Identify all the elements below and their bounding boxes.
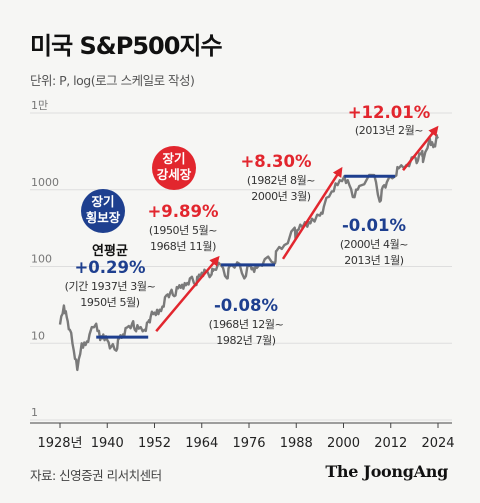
x-tick-label: 2024	[421, 436, 454, 451]
period5-rate: -0.01%	[342, 216, 407, 235]
bull-trend-arrow	[155, 255, 220, 332]
bull-trend-arrow	[402, 125, 439, 172]
trend-markers	[96, 125, 439, 339]
period3-note-line1: (1968년 12월~	[209, 318, 284, 331]
y-tick-label: 100	[31, 253, 52, 266]
period4-rate: +8.30%	[240, 152, 312, 171]
bull-badge-circle	[152, 146, 196, 190]
axis-ticks: 1 10 100 1000 1만 1928년 1940 1952 1964 1976 1988 200…	[31, 99, 455, 451]
period1-note-line2: 1950년 5월)	[80, 296, 140, 309]
x-tick-label: 1952	[138, 436, 171, 451]
period1-note-line1: (기간 1937년 3월~	[65, 280, 156, 293]
brand-logo: The JoongAng	[325, 462, 448, 481]
bull-trend-arrow	[281, 166, 343, 260]
bear-badge-line2: 횡보장	[86, 210, 121, 225]
bear-badge-line1: 장기	[91, 194, 114, 209]
period2-note-line2: 1968년 11월)	[150, 240, 216, 253]
unit-note: 단위: P, log(로그 스케일로 작성)	[30, 73, 195, 88]
x-tick-label: 2000	[327, 436, 360, 451]
x-tick-label: 1988	[280, 436, 313, 451]
x-tick-label: 1940	[91, 436, 124, 451]
y-tick-label: 10	[31, 329, 45, 342]
period3-rate: -0.08%	[214, 296, 279, 315]
period6-rate: +12.01%	[348, 103, 431, 122]
period1-rate: +0.29%	[74, 258, 146, 277]
x-tick-label: 2012	[374, 436, 407, 451]
period2-rate: +9.89%	[147, 202, 219, 221]
y-tick-label: 1000	[31, 176, 59, 189]
avg-label: 연평균	[92, 243, 128, 259]
y-tick-label: 1	[31, 406, 38, 419]
period3-note-line2: 1982년 7월)	[216, 334, 276, 347]
x-tick-label: 1964	[185, 436, 218, 451]
bull-badge-line1: 장기	[162, 151, 185, 166]
period4-note-line1: (1982년 8월~	[247, 174, 315, 187]
period2-note-line1: (1950년 5월~	[149, 224, 217, 237]
period6-note-line1: (2013년 2월~	[355, 124, 423, 137]
period4-note-line2: 2000년 3월)	[251, 190, 311, 203]
bear-badge-circle	[81, 189, 125, 233]
bear-market-badge: 장기 횡보장	[81, 189, 125, 233]
source-note: 자료: 신영증권 리서치센터	[30, 468, 162, 483]
x-tick-label: 1976	[232, 436, 265, 451]
y-tick-label: 1만	[31, 99, 48, 112]
bull-market-badge: 장기 강세장	[152, 146, 196, 190]
chart-title: 미국 S&P500지수	[30, 32, 223, 60]
period5-note-line1: (2000년 4월~	[340, 238, 408, 251]
x-tick-label: 1928년	[37, 436, 82, 451]
bull-badge-line2: 강세장	[157, 167, 192, 182]
period5-note-line2: 2013년 1월)	[344, 254, 404, 267]
